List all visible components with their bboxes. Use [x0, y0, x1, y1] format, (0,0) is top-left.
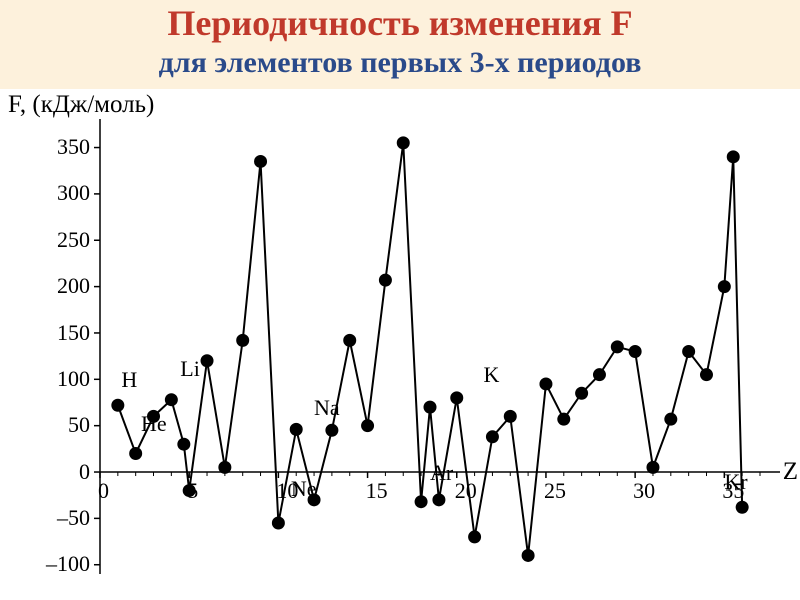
data-marker [469, 531, 481, 543]
data-marker [255, 155, 267, 167]
x-tick-label: 25 [544, 478, 566, 504]
element-label: K [484, 362, 500, 388]
data-marker [718, 280, 730, 292]
y-tick-label: –50 [57, 505, 90, 531]
data-marker [433, 493, 445, 505]
x-tick-label: 20 [455, 478, 477, 504]
y-tick-label: 350 [57, 134, 90, 160]
chart-container: F, (кДж/моль) –100–500501001502002503003… [0, 89, 800, 584]
y-tick-label: –100 [46, 551, 90, 577]
data-marker [611, 340, 623, 352]
y-tick-label: 300 [57, 180, 90, 206]
element-label: He [141, 411, 167, 437]
data-marker [272, 517, 284, 529]
data-marker [237, 334, 249, 346]
data-marker [219, 461, 231, 473]
y-tick-label: 150 [57, 320, 90, 346]
data-marker [647, 461, 659, 473]
data-marker [326, 424, 338, 436]
data-marker [379, 274, 391, 286]
title-line2: для элементов первых 3-х периодов [0, 46, 800, 79]
x-tick-label: 0 [98, 478, 109, 504]
data-marker [362, 419, 374, 431]
element-label: Ar [430, 460, 453, 486]
data-marker [727, 150, 739, 162]
y-tick-label: 200 [57, 273, 90, 299]
data-marker [397, 137, 409, 149]
element-label: Ne [291, 476, 317, 502]
data-marker [700, 368, 712, 380]
data-marker [629, 345, 641, 357]
data-marker [683, 345, 695, 357]
y-tick-label: 0 [79, 459, 90, 485]
data-marker [558, 413, 570, 425]
x-axis-label: Z [783, 458, 798, 486]
y-tick-label: 250 [57, 227, 90, 253]
x-tick-label: 15 [366, 478, 388, 504]
data-marker [540, 378, 552, 390]
x-tick-label: 30 [633, 478, 655, 504]
y-tick-label: 50 [68, 412, 90, 438]
data-marker [593, 368, 605, 380]
data-marker [290, 423, 302, 435]
element-label: Li [180, 356, 200, 382]
data-marker [344, 334, 356, 346]
data-marker [130, 447, 142, 459]
data-marker [178, 438, 190, 450]
chart-svg [0, 89, 800, 584]
data-marker [201, 354, 213, 366]
data-marker [424, 401, 436, 413]
data-marker [504, 410, 516, 422]
data-marker [451, 391, 463, 403]
title-line1: Периодичность изменения F [0, 4, 800, 44]
data-marker [665, 413, 677, 425]
element-label: H [121, 367, 137, 393]
title-area: Периодичность изменения F для элементов … [0, 0, 800, 89]
data-marker [112, 399, 124, 411]
data-marker [486, 430, 498, 442]
data-marker [415, 495, 427, 507]
y-tick-label: 100 [57, 366, 90, 392]
data-marker [576, 387, 588, 399]
x-tick-label: 5 [187, 478, 198, 504]
element-label: Kr [724, 469, 747, 495]
element-label: Na [314, 395, 340, 421]
data-marker [522, 549, 534, 561]
data-marker [165, 393, 177, 405]
